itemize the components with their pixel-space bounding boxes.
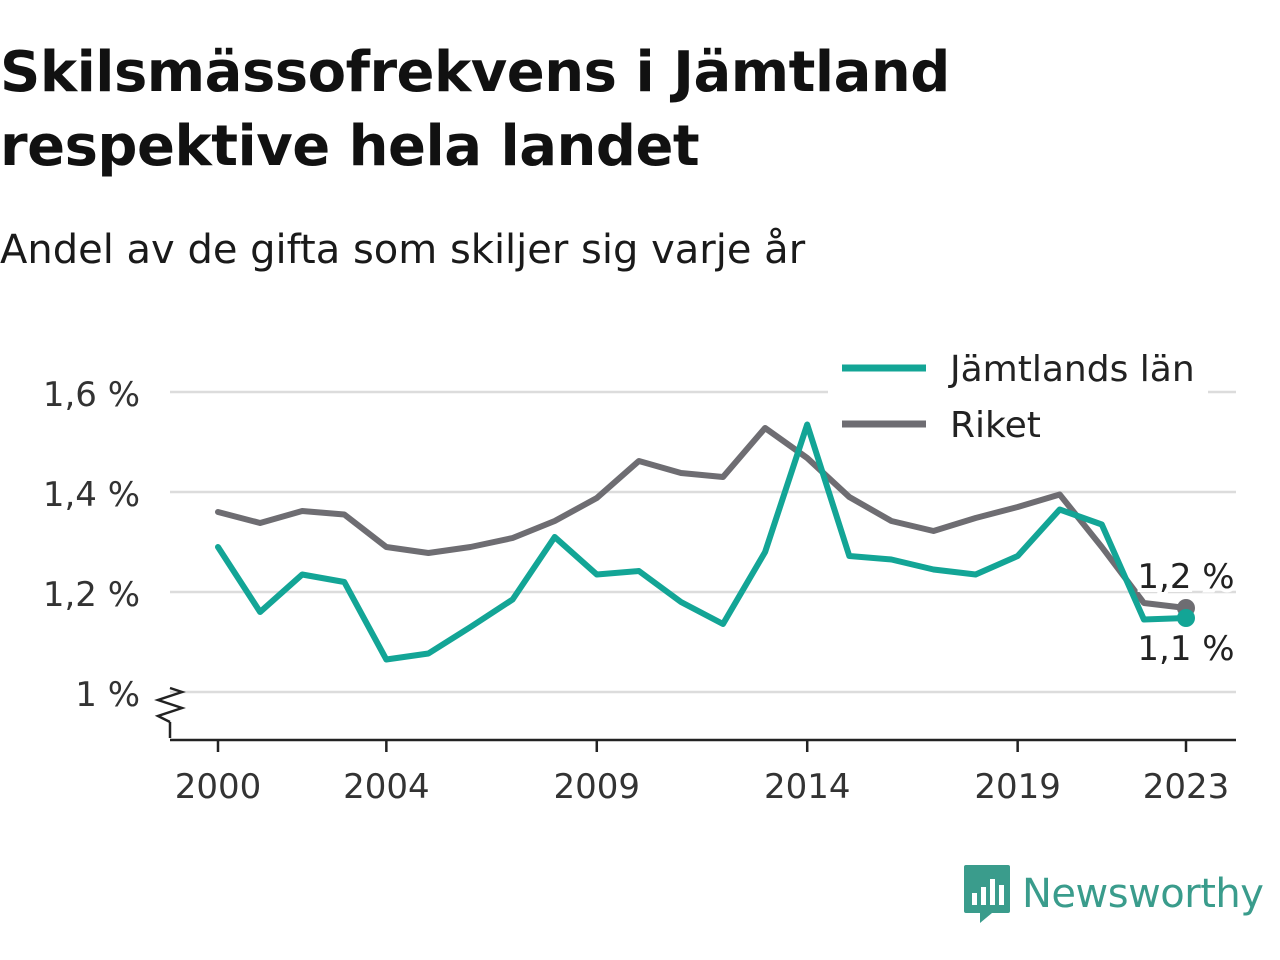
x-tick-label: 2023 bbox=[1143, 767, 1230, 807]
end-labels: 1,2 % 1,1 % bbox=[1133, 553, 1238, 673]
x-tick-label: 2014 bbox=[764, 767, 851, 807]
series-line-riket bbox=[215, 425, 1189, 611]
end-label-jamtland: 1,1 % bbox=[1137, 629, 1234, 669]
y-tick-label: 1 % bbox=[75, 675, 140, 715]
y-tick-label: 1,2 % bbox=[43, 575, 140, 615]
x-tick-label: 2000 bbox=[175, 767, 262, 807]
brand-logo: Newsworthy bbox=[962, 862, 1264, 926]
x-tick-label: 2019 bbox=[974, 767, 1061, 807]
y-tick-label: 1,6 % bbox=[43, 375, 140, 415]
axes: 1 % 1,2 % 1,4 % 1,6 % 2000 2004 2009 2014 2019 20… bbox=[43, 375, 1236, 807]
legend-label: Riket bbox=[950, 405, 1041, 446]
chart-title: Skilsmässofrekvens i Jämtland respektive… bbox=[0, 40, 950, 179]
y-tick-label: 1,4 % bbox=[43, 475, 140, 515]
legend-background bbox=[828, 345, 1208, 457]
newsworthy-logo-icon bbox=[964, 865, 1010, 923]
brand-name: Newsworthy bbox=[1022, 871, 1264, 917]
x-tick-label: 2009 bbox=[554, 767, 641, 807]
end-point-jamtland bbox=[1177, 609, 1195, 627]
chart-subtitle: Andel av de gifta som skiljer sig varje … bbox=[0, 227, 806, 273]
legend: Jämtlands län Riket bbox=[828, 345, 1208, 457]
y-axis-break bbox=[154, 686, 186, 724]
legend-label: Jämtlands län bbox=[948, 349, 1195, 390]
series-line-jamtland bbox=[215, 421, 1189, 663]
end-label-riket: 1,2 % bbox=[1137, 557, 1234, 597]
series-lines bbox=[215, 421, 1195, 663]
x-tick-label: 2004 bbox=[343, 767, 430, 807]
